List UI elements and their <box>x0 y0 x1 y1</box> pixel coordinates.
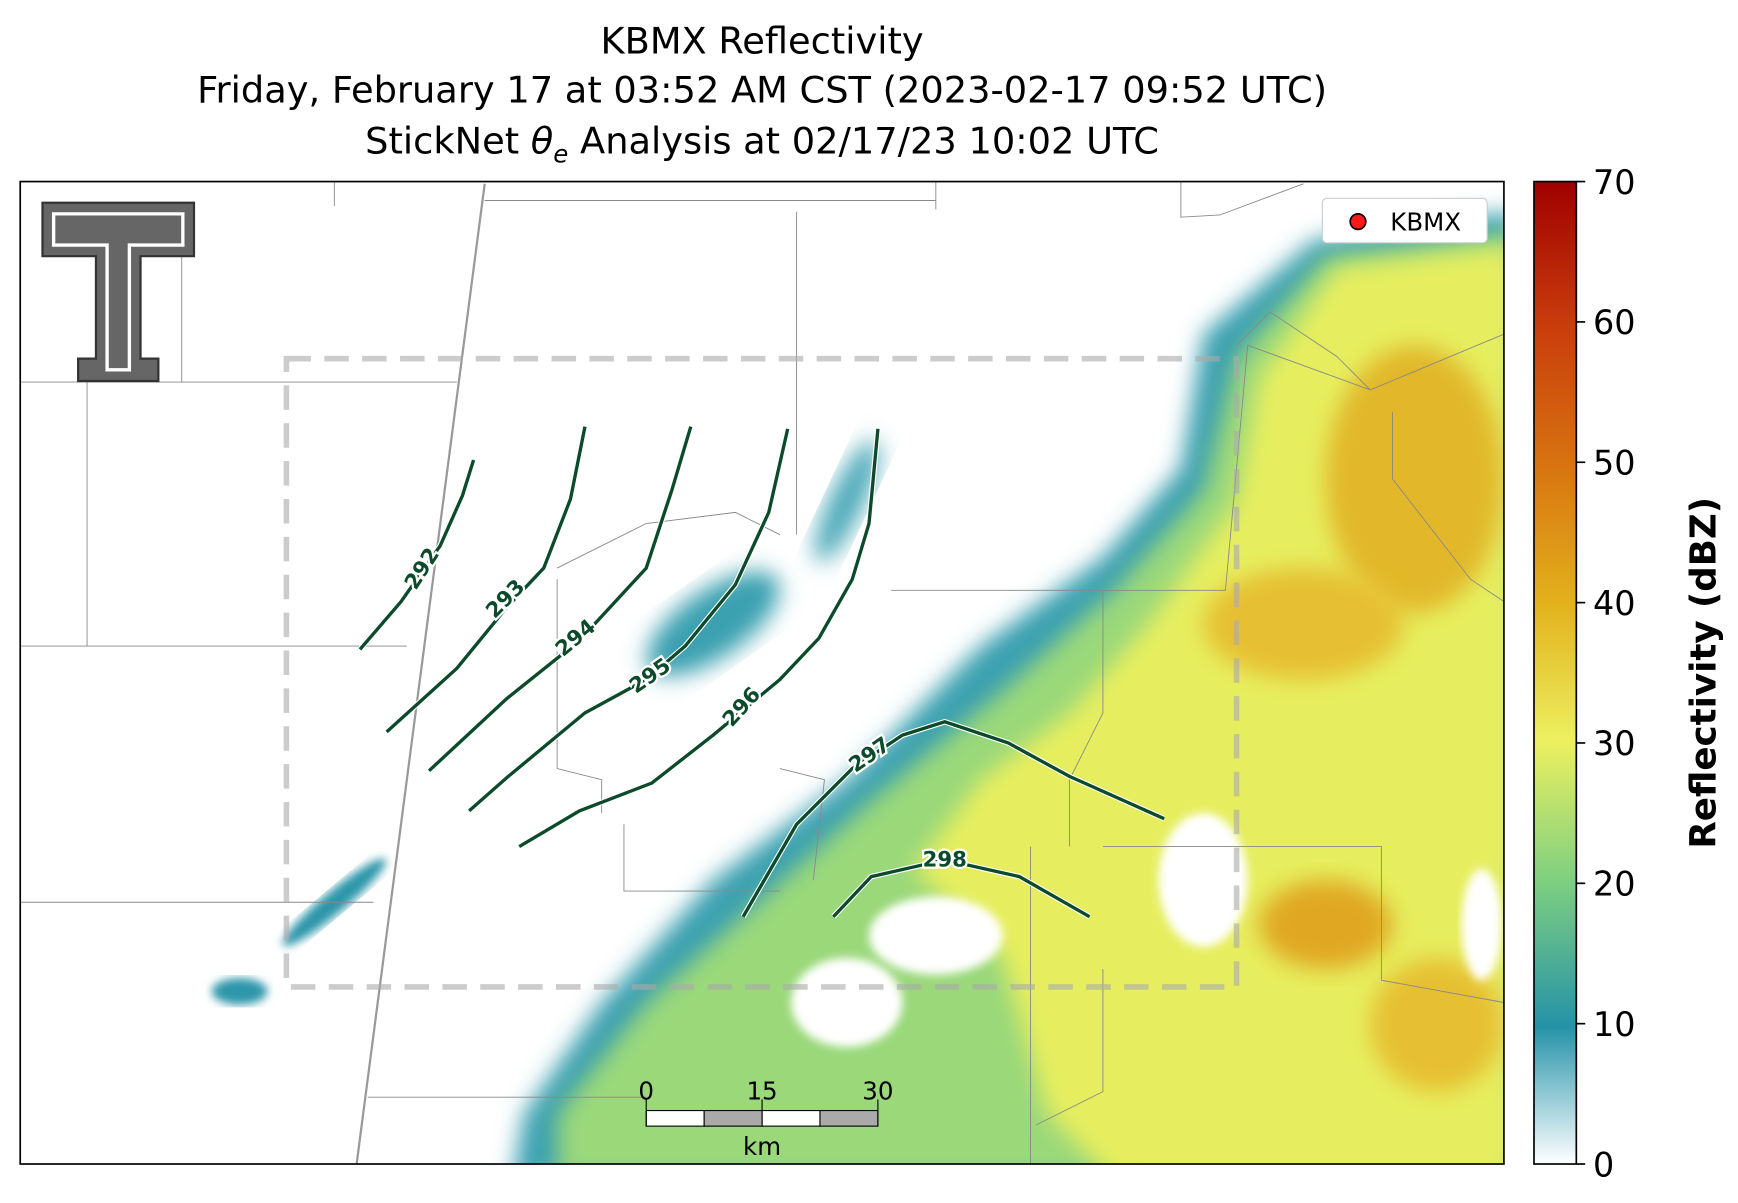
legend: KBMX <box>1321 197 1488 244</box>
scale-bar: 0 15 30 km <box>638 1076 893 1161</box>
scale-segment <box>703 1109 763 1127</box>
contour-line <box>832 858 1091 919</box>
contour-line <box>358 459 476 651</box>
contour-label: 298 <box>923 847 967 872</box>
title-line2: Friday, February 17 at 03:52 AM CST (202… <box>197 68 1327 111</box>
theta: θ <box>531 120 553 163</box>
legend-marker <box>1349 213 1367 231</box>
contour-line <box>427 426 693 773</box>
colorbar-tick-label: 70 <box>1593 163 1636 202</box>
radar-echoes <box>211 213 1504 1165</box>
scale-segment <box>819 1109 879 1127</box>
colorbar-tick-label: 20 <box>1593 865 1636 904</box>
colorbar-tick-label: 40 <box>1593 584 1636 623</box>
contour-line <box>518 428 880 848</box>
county-lines <box>20 181 1504 1165</box>
contour-line <box>468 428 790 813</box>
scale-segment <box>761 1109 821 1127</box>
colorbar-ticks: 0 10 20 30 40 50 60 70 <box>1576 163 1636 1184</box>
analysis-box <box>283 355 1240 990</box>
scale-segment <box>645 1109 705 1127</box>
scale-tick-label: 0 <box>638 1076 654 1105</box>
title-line3: StickNet θe Analysis at 02/17/23 10:02 U… <box>365 120 1159 169</box>
colorbar-tick-label: 0 <box>1593 1145 1614 1184</box>
colorbar-tick-label: 50 <box>1593 444 1636 483</box>
map-frame <box>19 180 1505 1165</box>
colorbar-tick-label: 30 <box>1593 724 1636 763</box>
colorbar-label: Reflectivity (dBZ) <box>1684 497 1725 849</box>
scale-unit: km <box>743 1132 781 1161</box>
scale-tick-label: 15 <box>746 1076 777 1105</box>
legend-label: KBMX <box>1390 208 1461 237</box>
colorbar <box>1533 180 1578 1165</box>
colorbar-tick-label: 60 <box>1593 303 1636 342</box>
legend-box <box>1321 197 1488 244</box>
title-prefix: StickNet <box>365 120 531 163</box>
logo <box>41 201 196 383</box>
title-suffix: Analysis at 02/17/23 10:02 UTC <box>568 120 1159 163</box>
scale-tick-label: 30 <box>862 1076 893 1105</box>
contour-line <box>385 426 587 734</box>
contour-line <box>741 720 1165 918</box>
title-line1: KBMX Reflectivity <box>601 19 924 62</box>
subscript: e <box>553 140 568 169</box>
colorbar-tick-label: 10 <box>1593 1005 1636 1044</box>
